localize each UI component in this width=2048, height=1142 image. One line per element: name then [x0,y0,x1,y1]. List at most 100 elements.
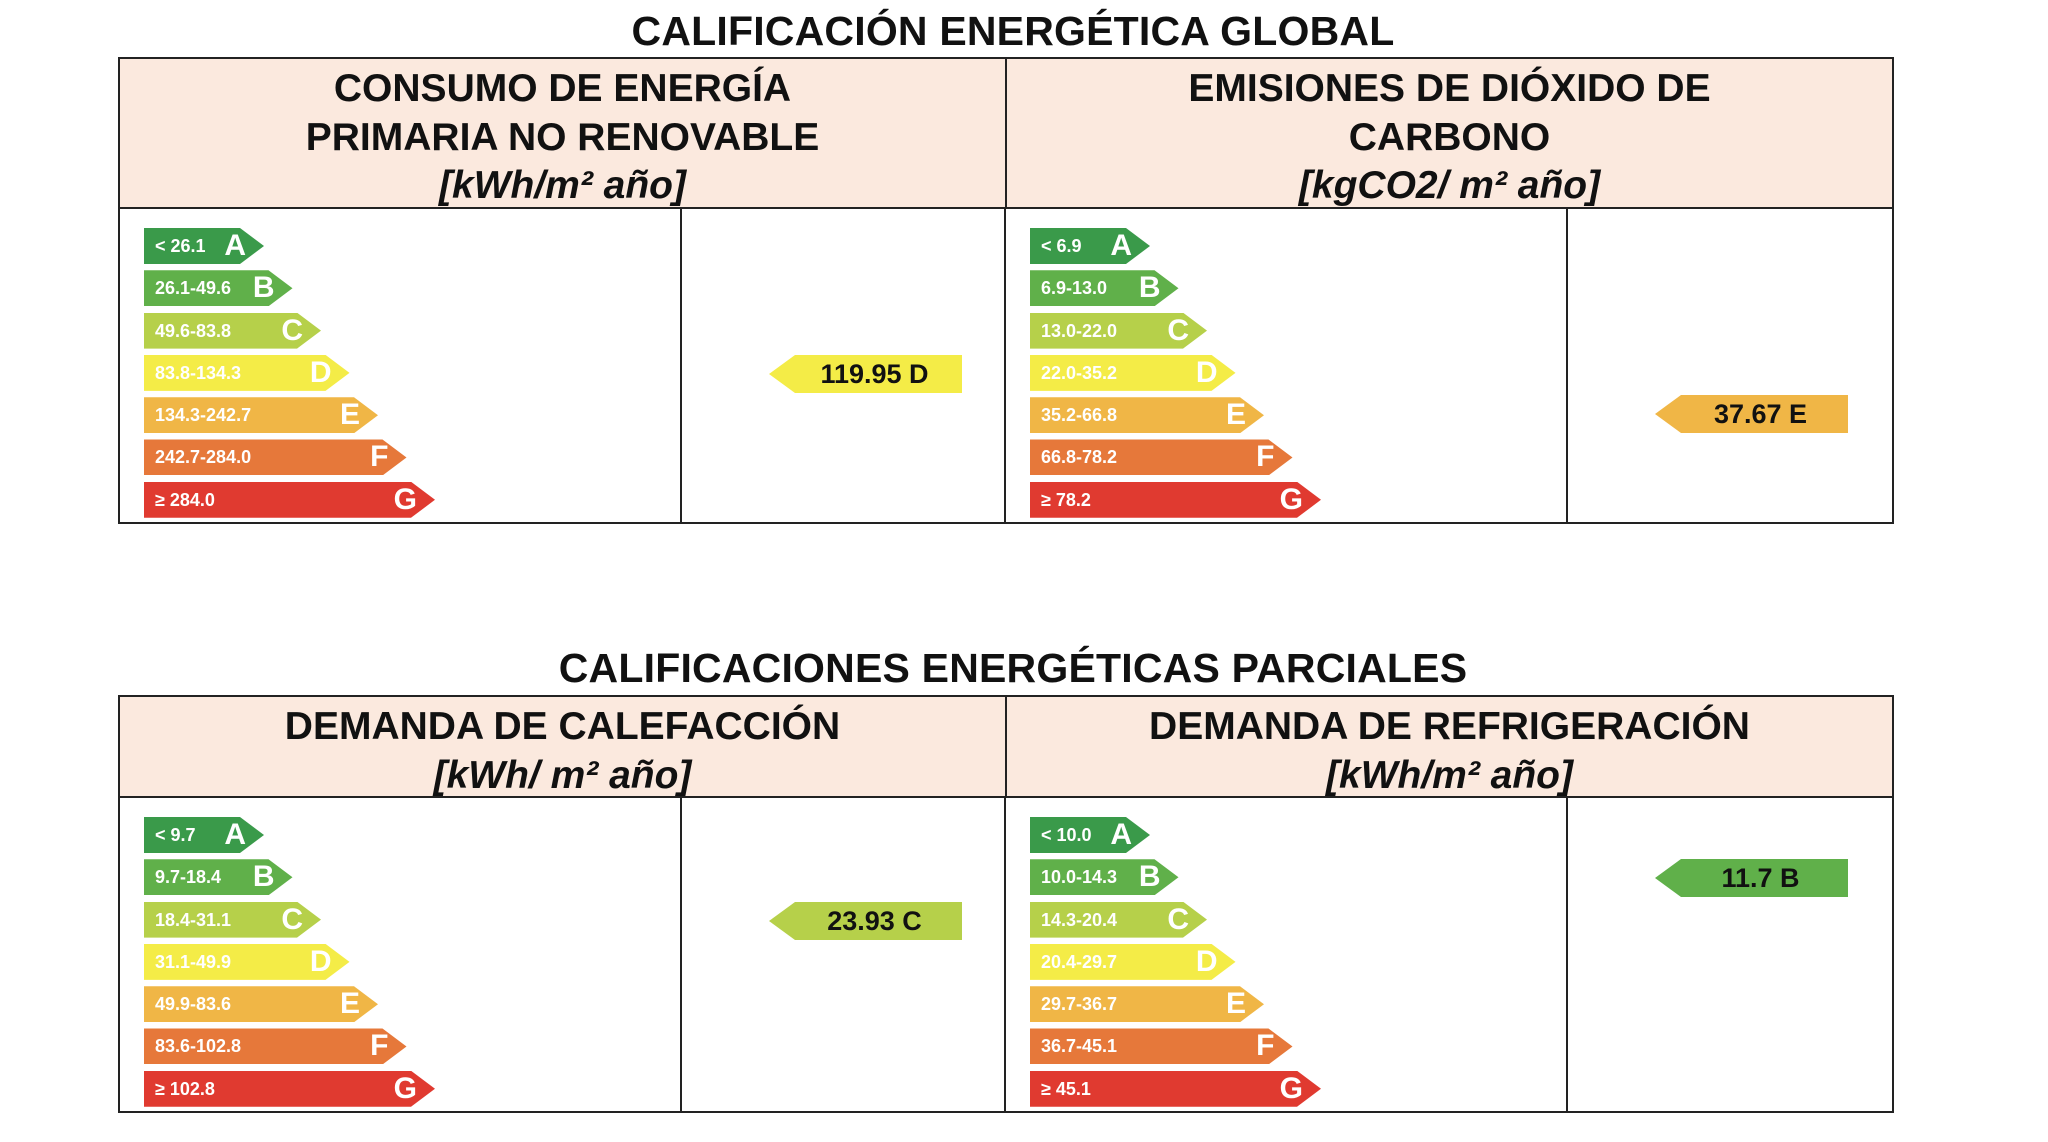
rating-band-range: 35.2-66.8 [1041,405,1118,426]
global-rating-table: CONSUMO DE ENERGÍA PRIMARIA NO RENOVABLE… [118,57,1894,524]
rating-band-range: 14.3-20.4 [1041,909,1118,930]
rating-band-range: 10.0-14.3 [1041,867,1118,888]
rating-band-range: 20.4-29.7 [1041,951,1118,972]
global-rating-header-row: CONSUMO DE ENERGÍA PRIMARIA NO RENOVABLE… [120,59,1892,209]
rating-band-letter: C [281,902,303,936]
rating-band-c: 14.3-20.4 C [1030,902,1207,938]
rating-band-letter: D [309,944,332,978]
rating-band-range: 83.6-102.8 [155,1036,242,1057]
rating-band-range: 13.0-22.0 [1041,320,1118,341]
partial-ratings-body-row: < 9.7 A 9.7-18.4 B 18.4-31.1 C 31.1-49.9 D 49.9-… [120,798,1892,1111]
rating-band-e: 29.7-36.7 E [1030,986,1264,1022]
rating-band-g: ≥ 78.2 G [1030,482,1321,518]
cooling-demand-scale-cell: < 10.0 A 10.0-14.3 B 14.3-20.4 C 20.4-29.7 D 29.… [1006,798,1568,1111]
rating-band-d: 31.1-49.9 D [144,944,350,980]
rating-band-g: ≥ 284.0 G [144,482,435,518]
primary-energy-title-line2: PRIMARIA NO RENOVABLE [305,115,820,159]
rating-band-range: 242.7-284.0 [155,447,252,468]
rating-band-range: 66.8-78.2 [1041,447,1118,468]
rating-band-range: 49.9-83.6 [155,994,232,1015]
rating-band-range: ≥ 284.0 [155,489,215,510]
heating-demand-unit: [kWh/ m² año] [433,753,692,797]
rating-band-b: 6.9-13.0 B [1030,270,1179,306]
co2-emissions-scale: < 6.9 A 6.9-13.0 B 13.0-22.0 C 22.0-35.2 D 35.2-… [1030,228,1321,524]
rating-band-letter: B [1138,860,1161,894]
cooling-demand-rating-indicator: 11.7 B [1655,859,1848,897]
rating-band-letter: B [252,860,275,894]
rating-band-g: ≥ 102.8 G [144,1071,435,1107]
rating-band-range: 9.7-18.4 [155,867,222,888]
rating-band-e: 134.3-242.7 E [144,397,378,433]
primary-energy-unit: [kWh/m² año] [439,164,686,207]
rating-band-c: 13.0-22.0 C [1030,313,1207,349]
rating-band-c: 18.4-31.1 C [144,902,321,938]
rating-band-letter: C [1167,313,1189,347]
rating-band-range: 18.4-31.1 [155,909,232,930]
cooling-demand-value-cell: 11.7 B [1568,798,1892,1111]
rating-band-f: 242.7-284.0 F [144,439,407,475]
primary-energy-title-line1: CONSUMO DE ENERGÍA [333,67,792,110]
rating-band-b: 9.7-18.4 B [144,859,293,895]
heating-demand-header: DEMANDA DE CALEFACCIÓN [kWh/ m² año] [120,697,1005,797]
rating-band-f: 66.8-78.2 F [1030,439,1293,475]
global-rating-title: CALIFICACIÓN ENERGÉTICA GLOBAL [631,8,1395,54]
rating-band-range: 29.7-36.7 [1041,994,1118,1015]
heating-demand-value-cell: 23.93 C [682,798,1006,1111]
co2-emissions-scale-cell: < 6.9 A 6.9-13.0 B 13.0-22.0 C 22.0-35.2 D 35.2-… [1006,209,1568,522]
rating-band-letter: G [1279,1071,1303,1105]
rating-band-letter: A [1110,818,1132,851]
rating-band-a: < 9.7 A [144,817,264,853]
cooling-demand-unit: [kWh/m² año] [1326,753,1573,797]
partial-ratings-title: CALIFICACIONES ENERGÉTICAS PARCIALES [558,645,1468,691]
rating-band-range: 36.7-45.1 [1041,1036,1118,1057]
rating-band-b: 26.1-49.6 B [144,270,293,306]
rating-band-a: < 6.9 A [1030,228,1150,264]
rating-band-letter: G [393,482,417,516]
rating-band-a: < 26.1 A [144,228,264,264]
heating-demand-scale-cell: < 9.7 A 9.7-18.4 B 18.4-31.1 C 31.1-49.9 D 49.9-… [120,798,682,1111]
rating-band-range: ≥ 102.8 [155,1078,215,1099]
rating-band-range: 22.0-35.2 [1041,362,1118,383]
primary-energy-value-cell: 119.95 D [682,209,1006,522]
rating-band-letter: F [370,440,389,474]
rating-band-letter: E [1225,987,1246,1021]
rating-band-f: 83.6-102.8 F [144,1028,407,1064]
rating-band-range: 31.1-49.9 [155,951,232,972]
rating-band-g: ≥ 45.1 G [1030,1071,1321,1107]
rating-band-letter: A [224,818,246,851]
rating-band-letter: B [252,271,275,305]
primary-energy-scale-cell: < 26.1 A 26.1-49.6 B 49.6-83.8 C 83.8-134.3 D 13… [120,209,682,522]
rating-band-d: 20.4-29.7 D [1030,944,1236,980]
rating-band-letter: A [224,229,246,262]
primary-energy-rating-indicator: 119.95 D [769,355,962,393]
partial-ratings-header-row: DEMANDA DE CALEFACCIÓN [kWh/ m² año] DEM… [120,697,1892,798]
primary-energy-header: CONSUMO DE ENERGÍA PRIMARIA NO RENOVABLE… [120,59,1005,207]
rating-band-letter: G [393,1071,417,1105]
co2-emissions-rating-indicator: 37.67 E [1655,395,1848,433]
co2-emissions-value-cell: 37.67 E [1568,209,1892,522]
rating-band-letter: E [1225,398,1246,432]
cooling-demand-header: DEMANDA DE REFRIGERACIÓN [kWh/m² año] [1005,697,1892,797]
rating-band-letter: C [1167,902,1189,936]
rating-band-d: 22.0-35.2 D [1030,355,1236,391]
rating-band-letter: B [1138,271,1161,305]
rating-band-letter: A [1110,229,1132,262]
rating-band-letter: E [339,398,360,432]
rating-band-letter: D [1195,355,1218,389]
rating-band-c: 49.6-83.8 C [144,313,321,349]
co2-emissions-title-line2: CARBONO [1348,115,1551,159]
rating-band-e: 35.2-66.8 E [1030,397,1264,433]
co2-emissions-unit: [kgCO2/ m² año] [1298,164,1601,207]
rating-band-range: 6.9-13.0 [1041,278,1108,299]
rating-band-range: 83.8-134.3 [155,362,242,383]
rating-band-range: < 10.0 [1041,825,1092,845]
co2-emissions-title-line1: EMISIONES DE DIÓXIDO DE [1188,67,1711,110]
cooling-demand-scale: < 10.0 A 10.0-14.3 B 14.3-20.4 C 20.4-29.7 D 29.… [1030,817,1321,1113]
rating-band-range: ≥ 78.2 [1041,489,1091,510]
rating-band-e: 49.9-83.6 E [144,986,378,1022]
rating-band-range: 26.1-49.6 [155,278,232,299]
rating-band-d: 83.8-134.3 D [144,355,350,391]
heating-demand-rating-indicator: 23.93 C [769,902,962,940]
cooling-demand-title: DEMANDA DE REFRIGERACIÓN [1149,705,1750,748]
rating-band-letter: D [309,355,332,389]
